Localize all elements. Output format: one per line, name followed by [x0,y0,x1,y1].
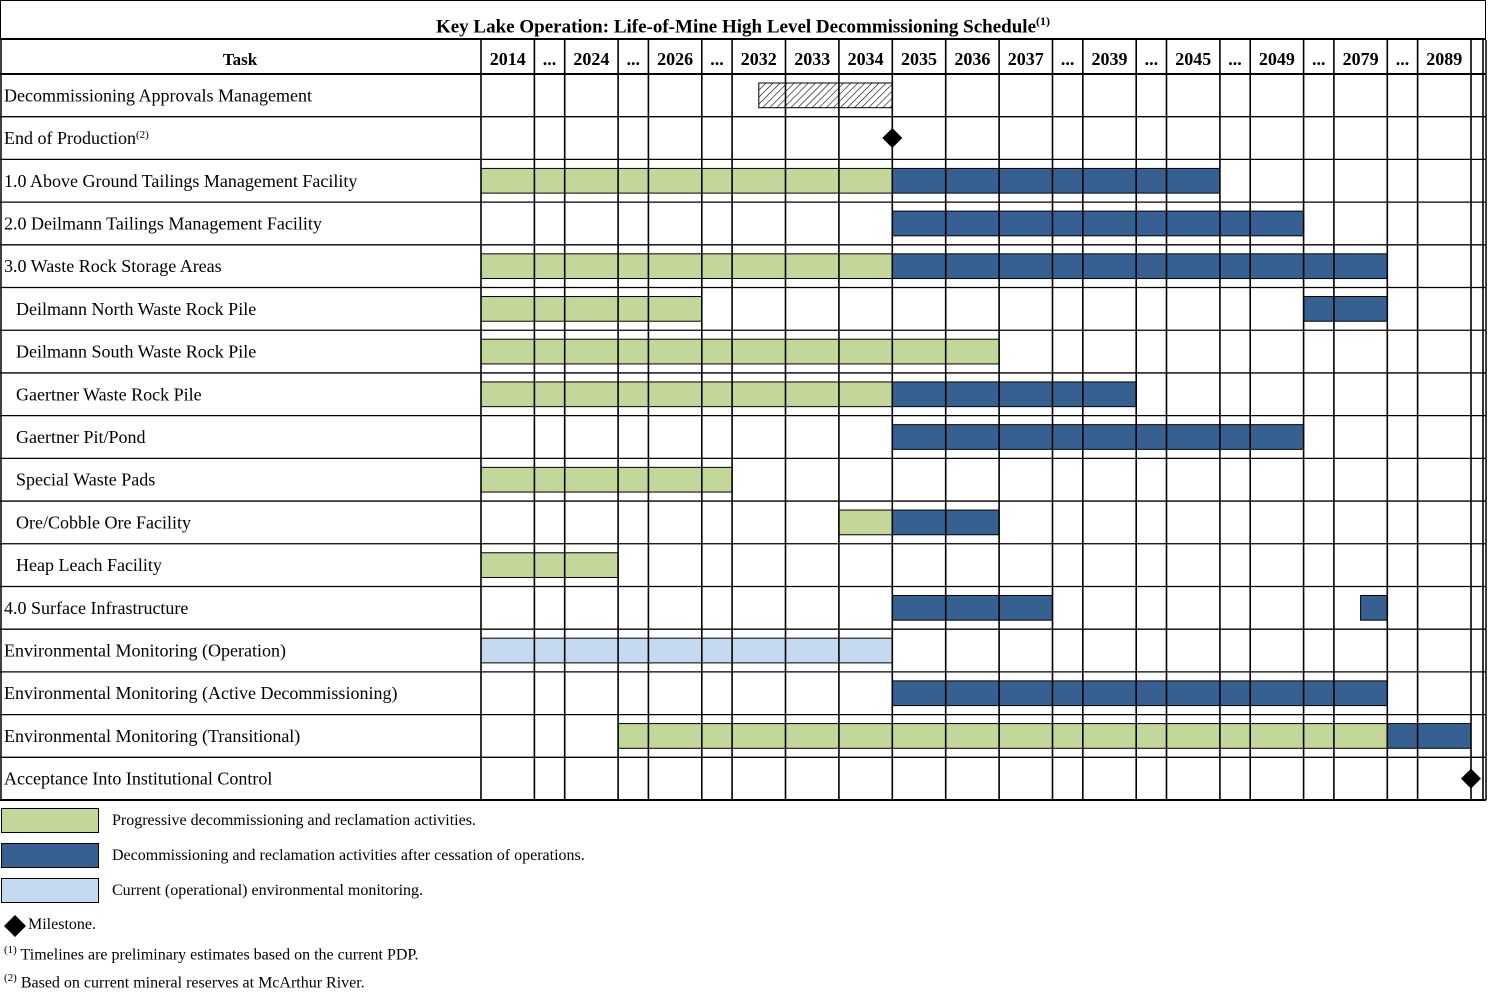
year-column-header: 2034 [848,49,884,69]
milestone-diamond-icon [4,915,26,937]
task-label: Special Waste Pads [16,470,155,490]
title-text: Key Lake Operation: Life-of-Mine High Le… [435,16,1037,38]
task-label: Gaertner Waste Rock Pile [16,384,202,404]
gantt-bar-post_operations [1386,723,1472,749]
year-column-header: 2035 [901,49,937,69]
gantt-bar-approvals [758,82,893,109]
year-column-header: ... [1145,49,1159,69]
legend-swatch-monitoring [1,878,99,903]
year-column-header: 2036 [954,49,990,69]
gantt-bar-monitoring [480,637,893,664]
gantt-bar-progressive [838,509,893,536]
legend-label: Milestone. [28,916,96,933]
task-label: Ore/Cobble Ore Facility [16,512,191,532]
year-column-header: 2045 [1175,49,1211,69]
legend-swatch-post-operations [1,843,99,868]
year-column-header: 2014 [490,49,526,69]
footnote-1: (1) Timelines are preliminary estimates … [4,944,419,964]
task-label: Environmental Monitoring (Active Decommi… [4,683,397,704]
gantt-bar-progressive [480,167,893,194]
task-label: Environmental Monitoring (Transitional) [4,726,300,747]
milestone-diamond [882,128,903,149]
gantt-bar-progressive [480,253,893,280]
legend-label: Decommissioning and reclamation activiti… [112,847,585,864]
footnote-2: (2) Based on current mineral reserves at… [4,972,365,992]
gantt-grid: Task 2014... 2024... 2026... 2032 2033 2034 203… [0,40,1487,801]
footnote-mark: (1) [4,944,17,956]
legend-label: Progressive decommissioning and reclamat… [112,812,476,829]
task-label: Decommissioning Approvals Management [4,85,312,105]
year-column-header: 2089 [1426,49,1462,69]
gantt-bar-progressive [480,466,733,493]
task-column-header: Task [223,50,258,69]
year-column-header: 2033 [794,49,830,69]
year-column-header: ... [627,49,641,69]
legend-label: Current (operational) environmental moni… [112,882,424,899]
task-label: Acceptance Into Institutional Control [4,769,272,789]
task-label: Deilmann South Waste Rock Pile [16,342,256,362]
gantt-bar-post_operations [891,424,1305,450]
year-column-header: ... [1396,49,1410,69]
task-label: Deilmann North Waste Rock Pile [16,299,256,319]
gantt-bar-post_operations [1303,296,1388,322]
task-label: Heap Leach Facility [16,555,162,575]
year-column-header: ... [1061,49,1075,69]
task-label: 1.0 Above Ground Tailings Management Fac… [4,171,357,191]
task-label: 2.0 Deilmann Tailings Management Facilit… [4,213,322,233]
task-label: Gaertner Pit/Pond [16,427,145,447]
task-label: 3.0 Waste Rock Storage Areas [4,256,222,276]
year-column-header: 2032 [741,49,777,69]
task-label: Environmental Monitoring (Operation) [4,641,286,662]
title-footnote-mark: (1) [1036,14,1051,28]
task-label: 4.0 Surface Infrastructure [4,598,188,618]
task-label: End of Production(2) [4,128,149,148]
year-column-header: ... [1228,49,1242,69]
footnote-text: Based on current mineral reserves at McA… [20,974,365,992]
gantt-bar-post_operations [891,381,1137,408]
gantt-bar-post_operations [891,680,1388,707]
gantt-bar-progressive [480,381,893,408]
gantt-bar-progressive [480,296,703,322]
milestone-diamond [1461,768,1481,789]
year-column-header: 2024 [573,49,609,69]
year-column-header: 2049 [1259,49,1295,69]
year-column-header: 2039 [1092,49,1128,69]
gantt-bar-progressive [480,338,1000,365]
gantt-bar-post_operations [891,210,1305,237]
year-column-header: ... [1312,49,1326,69]
gantt-bar-post_operations [1360,594,1388,621]
gantt-bar-progressive [617,723,1388,749]
gantt-bar-post_operations [891,167,1221,194]
year-column-header: ... [710,49,724,69]
year-column-header: 2079 [1343,49,1379,69]
footnote-text: Timelines are preliminary estimates base… [20,946,419,964]
year-column-header: ... [543,49,557,69]
gantt-bar-post_operations [891,253,1388,280]
year-column-header: 2037 [1008,49,1044,69]
gantt-bar-progressive [480,552,619,578]
year-column-header: 2026 [657,49,693,69]
gantt-bar-post_operations [891,594,1053,621]
footnote-mark: (2) [4,972,17,984]
chart-title: Key Lake Operation: Life-of-Mine High Le… [0,0,1486,40]
legend-swatch-progressive [1,808,99,833]
